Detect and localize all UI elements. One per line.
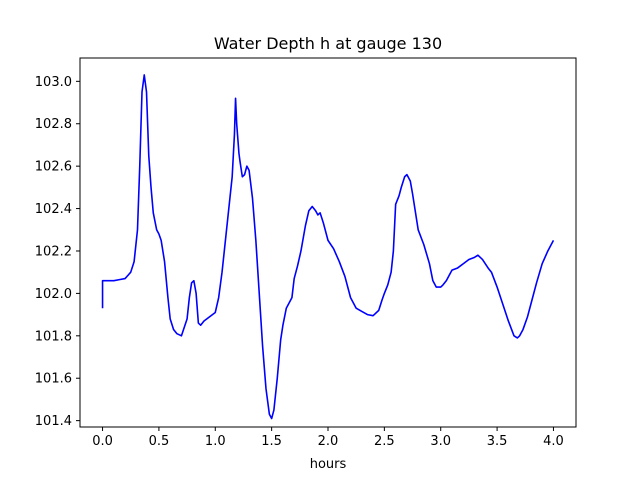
plot-area [79,57,577,428]
x-axis-label: hours [310,457,347,472]
x-tick-label: 3.0 [430,434,451,449]
axes-frame [79,57,577,428]
x-tick-label: 1.0 [205,434,226,449]
x-tick-label: 1.5 [261,434,282,449]
y-tick-label: 102.2 [35,244,72,259]
y-tick-label: 103.0 [35,75,72,90]
y-tick-label: 102.6 [35,160,72,175]
y-tick-label: 102.8 [35,117,72,132]
x-tick-label: 0.0 [92,434,113,449]
series-line [101,74,555,420]
chart-title: Water Depth h at gauge 130 [214,34,442,53]
y-tick-label: 101.8 [35,329,72,344]
x-tick-label: 3.5 [487,434,508,449]
y-tick-label: 102.0 [35,287,72,302]
y-tick-label: 101.6 [35,372,72,387]
y-axis: 101.4 101.6 101.8 102.0 102.2 102.4 102.6 102.8… [35,75,80,429]
x-tick-label: 2.5 [374,434,395,449]
x-tick-label: 4.0 [543,434,564,449]
x-tick-label: 0.5 [149,434,170,449]
y-tick-label: 101.4 [35,414,72,429]
y-tick-label: 102.4 [35,202,72,217]
x-tick-label: 2.0 [318,434,339,449]
x-axis: 0.0 0.5 1.0 1.5 2.0 2.5 3.0 3.5 4.0 [92,427,564,449]
